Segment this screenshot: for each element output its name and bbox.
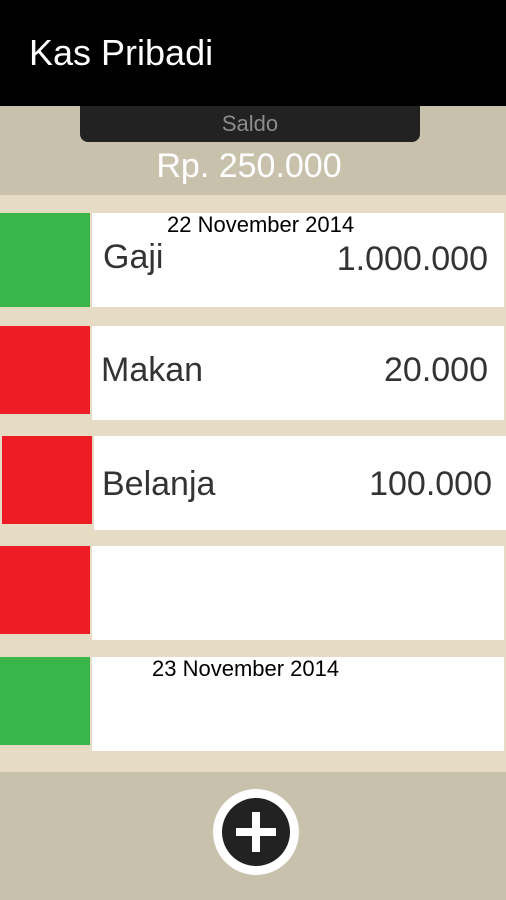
transaction-amount: 100.000 [369, 465, 492, 503]
top-app-bar: Kas Pribadi [0, 0, 506, 106]
transaction-card[interactable]: Gaji 1.000.000 [92, 213, 504, 307]
transaction-type-indicator [2, 436, 92, 524]
transaction-description: Makan [101, 351, 204, 389]
date-header: 22 November 2014 [167, 212, 355, 237]
transaction-card[interactable]: Belanja 100.000 [94, 436, 506, 530]
transaction-type-indicator [0, 326, 90, 414]
transaction-card[interactable] [92, 546, 504, 640]
bottom-bar [0, 772, 506, 900]
transaction-list[interactable]: 22 November 2014 Gaji 1.000.000 Makan 20… [0, 195, 506, 772]
transaction-row[interactable]: Makan 20.000 [0, 326, 506, 420]
plus-icon [222, 798, 290, 866]
balance-label-tab: Saldo [80, 106, 420, 142]
transaction-amount: 20.000 [384, 351, 488, 389]
transaction-row[interactable]: Gaji 1.000.000 [0, 213, 506, 307]
app-title: Kas Pribadi [29, 32, 214, 73]
transaction-row[interactable] [0, 657, 506, 751]
balance-panel: Saldo Rp. 250.000 [0, 106, 506, 195]
add-transaction-button[interactable] [213, 789, 299, 875]
transaction-description: Belanja [102, 465, 216, 503]
date-header: 23 November 2014 [152, 656, 340, 681]
transaction-card[interactable] [92, 657, 504, 751]
transaction-row[interactable] [0, 546, 506, 640]
transaction-amount: 1.000.000 [336, 240, 488, 278]
transaction-card[interactable]: Makan 20.000 [92, 326, 504, 420]
balance-label: Saldo [221, 111, 279, 136]
transaction-row[interactable]: Belanja 100.000 [2, 436, 506, 530]
transaction-type-indicator [0, 213, 90, 307]
transaction-description: Gaji [103, 238, 164, 276]
transaction-type-indicator [0, 546, 90, 634]
transaction-type-indicator [0, 657, 90, 745]
balance-value: Rp. 250.000 [156, 147, 342, 185]
